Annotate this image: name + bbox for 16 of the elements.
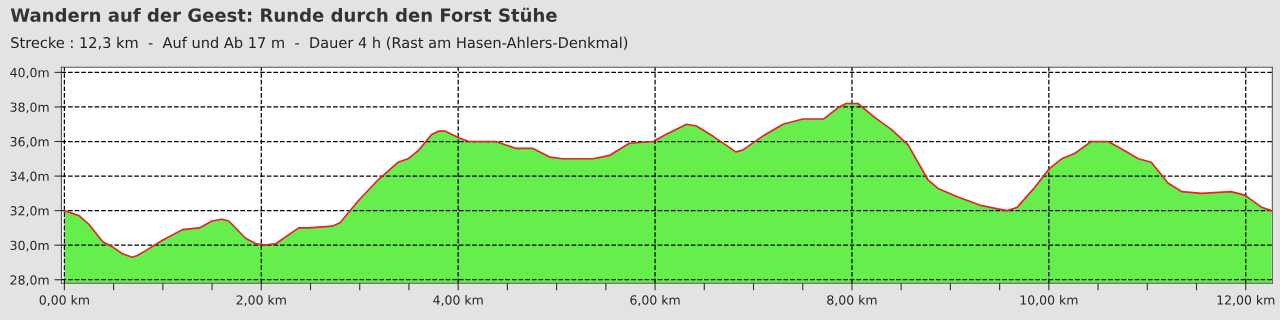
x-tick-label: 10,00 km	[1020, 295, 1078, 306]
y-tick-label: 32,0m	[10, 206, 49, 217]
x-tick-label: 8,00 km	[827, 295, 877, 306]
y-tick-label: 36,0m	[10, 136, 49, 148]
x-tick-label: 0,00 km	[39, 295, 89, 306]
x-tick-label: 2,00 km	[236, 295, 286, 306]
y-tick-label: 30,0m	[10, 240, 49, 252]
y-tick-label: 28,0m	[10, 275, 49, 286]
x-tick-label: 12,00 km	[1217, 295, 1275, 306]
x-tick-label: 4,00 km	[433, 295, 483, 306]
y-tick-label: 38,0m	[10, 102, 49, 114]
chart-title: Wandern auf der Geest: Runde durch den Forst Stühe	[10, 7, 557, 22]
x-tick-label: 6,00 km	[630, 295, 680, 306]
chart-subtitle: Strecke : 12,3 km - Auf und Ab 17 m - Dauer 4 h (Rast am Hasen-Ahlers-Denkmal)	[11, 36, 628, 50]
y-tick-label: 40,0m	[10, 67, 49, 79]
y-tick-label: 34,0m	[10, 171, 49, 183]
